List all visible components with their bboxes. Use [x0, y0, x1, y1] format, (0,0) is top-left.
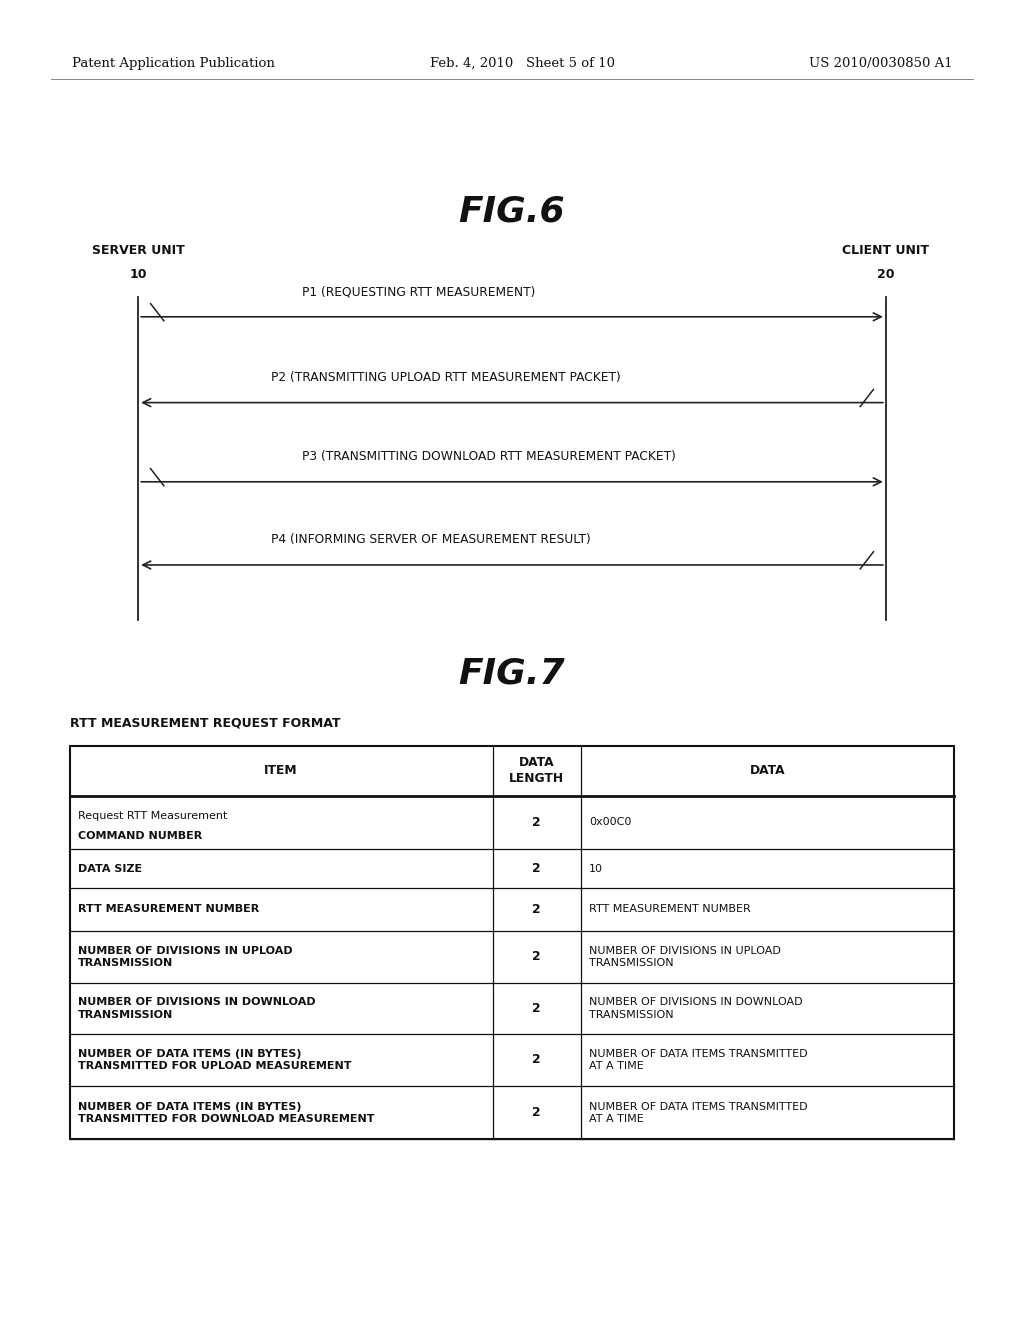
- Text: 2: 2: [532, 950, 541, 964]
- Text: P1 (REQUESTING RTT MEASUREMENT): P1 (REQUESTING RTT MEASUREMENT): [302, 285, 536, 298]
- Text: Patent Application Publication: Patent Application Publication: [72, 57, 274, 70]
- Text: FIG.7: FIG.7: [459, 656, 565, 690]
- Text: NUMBER OF DATA ITEMS (IN BYTES)
TRANSMITTED FOR DOWNLOAD MEASUREMENT: NUMBER OF DATA ITEMS (IN BYTES) TRANSMIT…: [78, 1102, 375, 1123]
- Text: 2: 2: [532, 862, 541, 875]
- Text: DATA SIZE: DATA SIZE: [78, 863, 142, 874]
- Text: DATA
LENGTH: DATA LENGTH: [509, 756, 564, 785]
- Text: 2: 2: [532, 903, 541, 916]
- Text: 10: 10: [589, 863, 603, 874]
- Text: SERVER UNIT: SERVER UNIT: [92, 244, 184, 257]
- Text: RTT MEASUREMENT NUMBER: RTT MEASUREMENT NUMBER: [78, 904, 259, 915]
- Text: CLIENT UNIT: CLIENT UNIT: [843, 244, 929, 257]
- Text: NUMBER OF DIVISIONS IN UPLOAD
TRANSMISSION: NUMBER OF DIVISIONS IN UPLOAD TRANSMISSI…: [78, 946, 293, 968]
- Text: Request RTT Measurement: Request RTT Measurement: [78, 810, 227, 821]
- Text: NUMBER OF DATA ITEMS (IN BYTES)
TRANSMITTED FOR UPLOAD MEASUREMENT: NUMBER OF DATA ITEMS (IN BYTES) TRANSMIT…: [78, 1049, 351, 1071]
- Bar: [70, 746, 954, 1139]
- Text: NUMBER OF DIVISIONS IN DOWNLOAD
TRANSMISSION: NUMBER OF DIVISIONS IN DOWNLOAD TRANSMIS…: [78, 998, 315, 1019]
- Text: Feb. 4, 2010   Sheet 5 of 10: Feb. 4, 2010 Sheet 5 of 10: [430, 57, 615, 70]
- Text: NUMBER OF DIVISIONS IN DOWNLOAD
TRANSMISSION: NUMBER OF DIVISIONS IN DOWNLOAD TRANSMIS…: [589, 998, 803, 1019]
- Text: 20: 20: [877, 268, 895, 281]
- Text: US 2010/0030850 A1: US 2010/0030850 A1: [809, 57, 952, 70]
- Text: FIG.6: FIG.6: [459, 194, 565, 228]
- Text: 2: 2: [532, 1106, 541, 1119]
- Text: 0x00C0: 0x00C0: [589, 817, 632, 828]
- Text: P3 (TRANSMITTING DOWNLOAD RTT MEASUREMENT PACKET): P3 (TRANSMITTING DOWNLOAD RTT MEASUREMEN…: [302, 450, 676, 463]
- Text: P4 (INFORMING SERVER OF MEASUREMENT RESULT): P4 (INFORMING SERVER OF MEASUREMENT RESU…: [271, 533, 591, 546]
- Text: RTT MEASUREMENT NUMBER: RTT MEASUREMENT NUMBER: [589, 904, 751, 915]
- Text: NUMBER OF DATA ITEMS TRANSMITTED
AT A TIME: NUMBER OF DATA ITEMS TRANSMITTED AT A TI…: [589, 1049, 808, 1071]
- Text: NUMBER OF DIVISIONS IN UPLOAD
TRANSMISSION: NUMBER OF DIVISIONS IN UPLOAD TRANSMISSI…: [589, 946, 781, 968]
- Text: 2: 2: [532, 816, 541, 829]
- Text: RTT MEASUREMENT REQUEST FORMAT: RTT MEASUREMENT REQUEST FORMAT: [70, 717, 340, 730]
- Text: 2: 2: [532, 1002, 541, 1015]
- Text: ITEM: ITEM: [264, 764, 298, 777]
- Text: DATA: DATA: [750, 764, 785, 777]
- Text: 10: 10: [129, 268, 147, 281]
- Text: COMMAND NUMBER: COMMAND NUMBER: [78, 830, 202, 841]
- Text: P2 (TRANSMITTING UPLOAD RTT MEASUREMENT PACKET): P2 (TRANSMITTING UPLOAD RTT MEASUREMENT …: [271, 371, 622, 384]
- Text: NUMBER OF DATA ITEMS TRANSMITTED
AT A TIME: NUMBER OF DATA ITEMS TRANSMITTED AT A TI…: [589, 1102, 808, 1123]
- Text: 2: 2: [532, 1053, 541, 1067]
